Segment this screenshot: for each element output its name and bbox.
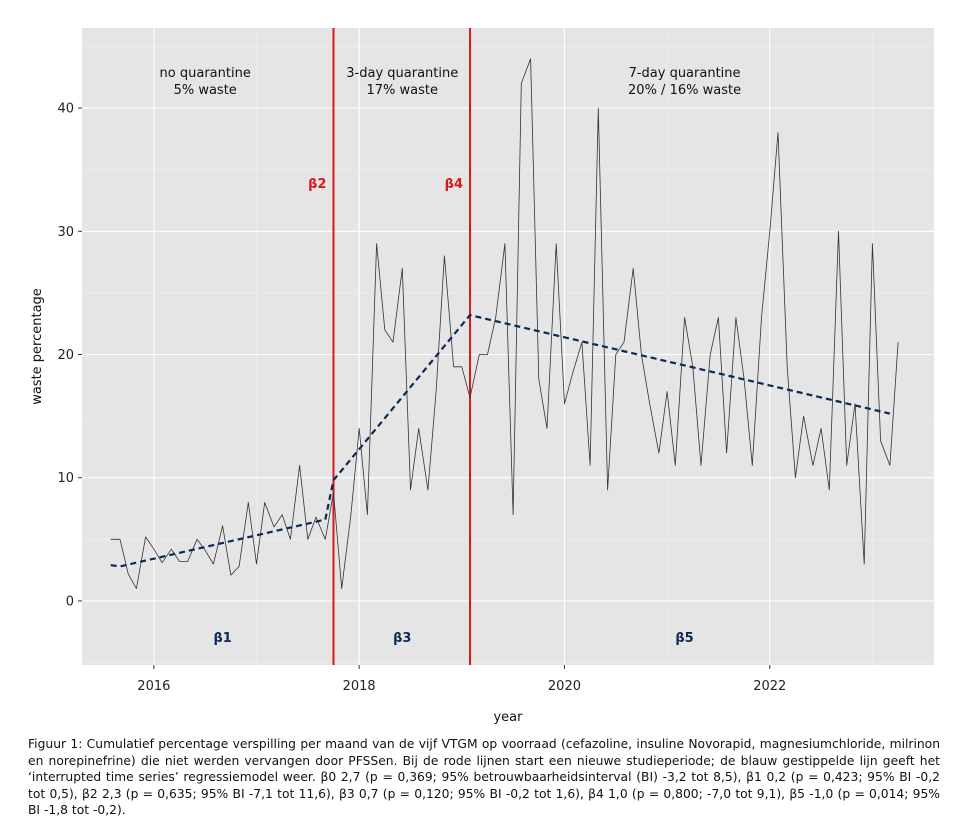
y-tick-label: 0 [66, 594, 74, 609]
chart-annotations: no quarantine 5% waste 3-day quarantine 17%… [160, 66, 742, 646]
y-tick-label: 20 [57, 348, 74, 363]
regression-line [110, 313, 891, 568]
period-label-2-waste: 17% waste [367, 83, 439, 98]
waste-data-line [110, 58, 899, 589]
x-axis-title: year [493, 710, 523, 725]
beta-label-red-1: β2 [308, 177, 326, 192]
y-tick-label: 30 [57, 225, 74, 240]
x-tick-label: 2020 [548, 679, 581, 694]
x-tick-label: 2016 [137, 679, 170, 694]
period-label-3-name: 7-day quarantine [629, 66, 741, 81]
data-series [110, 58, 899, 589]
waste-chart: no quarantine 5% waste 3-day quarantine 17%… [30, 28, 934, 725]
x-tick-label: 2018 [343, 679, 376, 694]
beta-label-red-2: β4 [445, 177, 463, 192]
beta-label-blue-3: β5 [675, 631, 693, 646]
x-tick-label: 2022 [753, 679, 786, 694]
y-tick-label: 40 [57, 102, 74, 117]
figure-caption: Figuur 1: Cumulatief percentage verspill… [28, 737, 940, 817]
y-tick-label: 10 [57, 471, 74, 486]
axes: 2016 2018 2020 2022 0 10 20 30 40 year waste perce… [30, 102, 786, 725]
period-boundary-lines [332, 28, 472, 665]
beta-label-blue-2: β3 [393, 631, 411, 646]
period-label-1-name: no quarantine [160, 66, 251, 81]
beta-label-blue-1: β1 [213, 631, 231, 646]
period-label-1-waste: 5% waste [174, 83, 237, 98]
period-label-2-name: 3-day quarantine [346, 66, 458, 81]
period-label-3-waste: 20% / 16% waste [628, 83, 741, 98]
y-axis-title: waste percentage [30, 288, 45, 405]
